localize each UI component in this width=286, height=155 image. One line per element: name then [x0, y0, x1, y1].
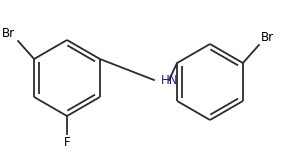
- Text: F: F: [64, 136, 70, 149]
- Text: HN: HN: [161, 73, 178, 86]
- Text: Br: Br: [261, 31, 274, 44]
- Text: Br: Br: [2, 27, 15, 40]
